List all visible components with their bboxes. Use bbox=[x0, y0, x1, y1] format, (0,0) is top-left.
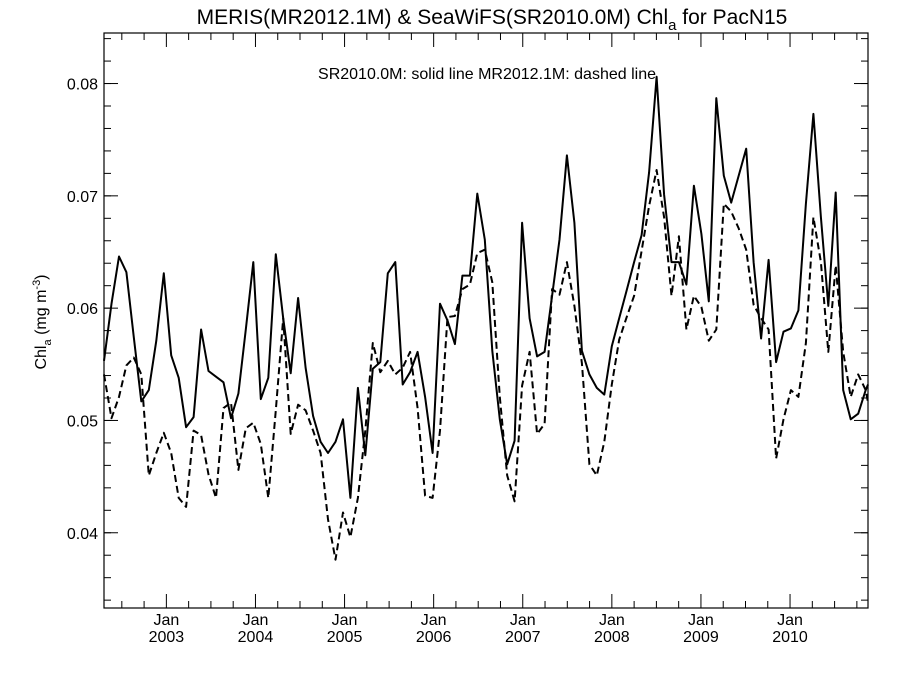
series-line-dashed bbox=[103, 169, 869, 561]
x-tick-year-label: 2008 bbox=[594, 629, 630, 646]
x-tick-month-label: Jan bbox=[510, 612, 536, 629]
x-tick-year-label: 2009 bbox=[683, 629, 719, 646]
axis-tick-labels: 0.040.050.060.070.08Jan2003Jan2004Jan200… bbox=[67, 77, 808, 646]
plot-frame bbox=[103, 32, 869, 609]
x-tick-year-label: 2004 bbox=[238, 629, 274, 646]
series-line-solid bbox=[103, 75, 869, 499]
x-tick-month-label: Jan bbox=[421, 612, 447, 629]
x-tick-year-label: 2005 bbox=[327, 629, 363, 646]
y-tick-label: 0.08 bbox=[67, 77, 98, 94]
x-tick-month-label: Jan bbox=[599, 612, 625, 629]
x-tick-month-label: Jan bbox=[688, 612, 714, 629]
axis-ticks bbox=[104, 33, 868, 608]
y-tick-label: 0.06 bbox=[67, 301, 98, 318]
chart-title: MERIS(MR2012.1M) & SeaWiFS(SR2010.0M) Ch… bbox=[197, 6, 788, 34]
y-tick-label: 0.04 bbox=[67, 526, 98, 543]
x-tick-year-label: 2010 bbox=[772, 629, 808, 646]
series-layer bbox=[103, 75, 869, 561]
legend-annotation: SR2010.0M: solid line MR2012.1M: dashed … bbox=[318, 66, 656, 83]
x-tick-year-label: 2006 bbox=[416, 629, 452, 646]
y-axis-label: Chla (mg m-3) bbox=[31, 274, 54, 369]
x-tick-year-label: 2003 bbox=[149, 629, 185, 646]
y-tick-label: 0.05 bbox=[67, 413, 98, 430]
x-tick-year-label: 2007 bbox=[505, 629, 541, 646]
x-tick-month-label: Jan bbox=[243, 612, 269, 629]
x-tick-month-label: Jan bbox=[332, 612, 358, 629]
x-tick-month-label: Jan bbox=[777, 612, 803, 629]
y-tick-label: 0.07 bbox=[67, 189, 98, 206]
x-tick-month-label: Jan bbox=[153, 612, 179, 629]
